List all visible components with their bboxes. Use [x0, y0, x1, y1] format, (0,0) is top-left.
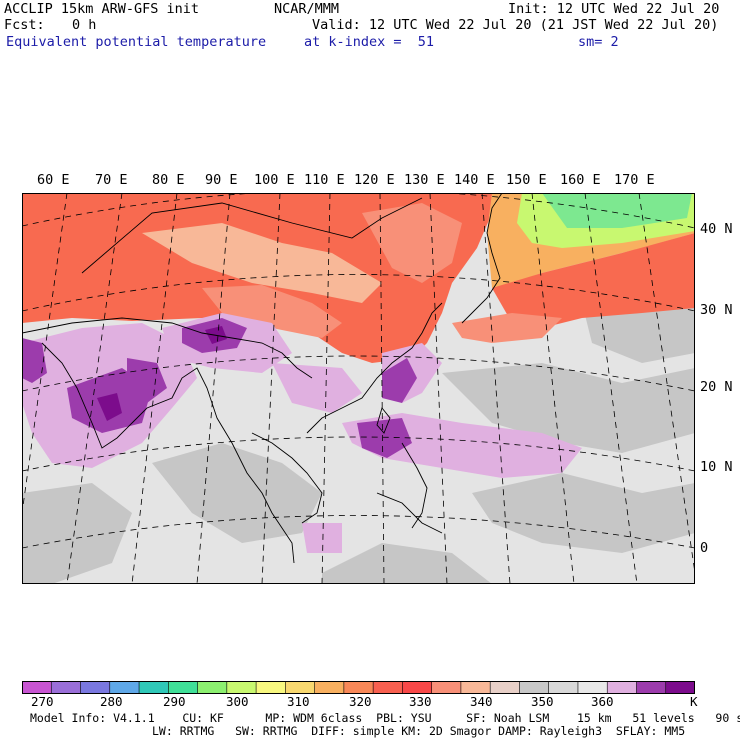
colorbar-label-360: 360	[591, 694, 614, 709]
colorbar-cell	[256, 681, 286, 694]
colorbar-cell	[490, 681, 520, 694]
colorbar-label-270: 270	[31, 694, 54, 709]
colorbar-cell	[402, 681, 433, 694]
physics-info-line: LW: RRTMG SW: RRTMG DIFF: simple KM: 2D …	[152, 724, 686, 738]
colorbar	[22, 681, 695, 694]
colorbar-cell	[665, 681, 695, 694]
colorbar-cell	[197, 681, 228, 694]
lat-label-40n: 40 N	[700, 221, 733, 237]
colorbar-cell	[109, 681, 140, 694]
colorbar-unit: K	[690, 694, 698, 709]
lat-lon-grid	[22, 193, 695, 584]
lat-label-equator: 0	[700, 540, 709, 556]
lon-label-70e: 70 E	[95, 172, 128, 188]
purple-patches	[22, 313, 582, 553]
lon-label-170e: 170 E	[614, 172, 655, 188]
forecast-label: Fcst:	[4, 17, 45, 33]
colorbar-label-310: 310	[287, 694, 310, 709]
colorbar-label-280: 280	[100, 694, 123, 709]
lon-label-80e: 80 E	[152, 172, 185, 188]
colorbar-cell	[51, 681, 82, 694]
colorbar-cell	[460, 681, 491, 694]
colorbar-cell	[431, 681, 462, 694]
colorbar-cell	[314, 681, 345, 694]
theta-e-map	[22, 193, 695, 584]
colorbar-cell	[373, 681, 403, 694]
colorbar-cell	[636, 681, 667, 694]
field-name: Equivalent potential temperature	[6, 34, 267, 50]
lat-label-30n: 30 N	[700, 302, 733, 318]
lon-label-160e: 160 E	[560, 172, 601, 188]
lon-label-150e: 150 E	[506, 172, 547, 188]
coastlines	[22, 193, 503, 564]
colorbar-cell	[343, 681, 374, 694]
colorbar-cell	[519, 681, 550, 694]
forecast-value: 0 h	[72, 17, 97, 33]
lon-label-100e: 100 E	[254, 172, 295, 188]
valid-time: Valid: 12 UTC Wed 22 Jul 20 (21 JST Wed …	[312, 17, 719, 33]
colorbar-label-320: 320	[349, 694, 372, 709]
level-info: at k-index = 51	[304, 34, 435, 50]
smoothing-info: sm= 2	[578, 34, 619, 50]
model-title: ACCLIP 15km ARW-GFS init	[4, 1, 200, 17]
colorbar-cell	[577, 681, 608, 694]
colorbar-cell	[548, 681, 579, 694]
colorbar-cell	[139, 681, 169, 694]
lon-label-90e: 90 E	[205, 172, 238, 188]
colorbar-label-290: 290	[163, 694, 186, 709]
model-info-line: Model Info: V4.1.1 CU: KF MP: WDM 6class…	[30, 711, 740, 725]
colorbar-label-350: 350	[531, 694, 554, 709]
lon-label-60e: 60 E	[37, 172, 70, 188]
colorbar-cell	[285, 681, 316, 694]
colorbar-label-330: 330	[409, 694, 432, 709]
lon-label-130e: 130 E	[404, 172, 445, 188]
colorbar-cell	[22, 681, 52, 694]
colorbar-cell	[168, 681, 199, 694]
colorbar-label-300: 300	[226, 694, 249, 709]
lat-label-10n: 10 N	[700, 459, 733, 475]
lon-label-120e: 120 E	[354, 172, 395, 188]
lat-label-20n: 20 N	[700, 379, 733, 395]
colorbar-cell	[607, 681, 637, 694]
init-time: Init: 12 UTC Wed 22 Jul 20	[508, 1, 720, 17]
lon-label-140e: 140 E	[454, 172, 495, 188]
organization: NCAR/MMM	[274, 1, 340, 17]
colorbar-label-340: 340	[470, 694, 493, 709]
colorbar-cell	[80, 681, 111, 694]
colorbar-cell	[226, 681, 257, 694]
lon-label-110e: 110 E	[304, 172, 345, 188]
